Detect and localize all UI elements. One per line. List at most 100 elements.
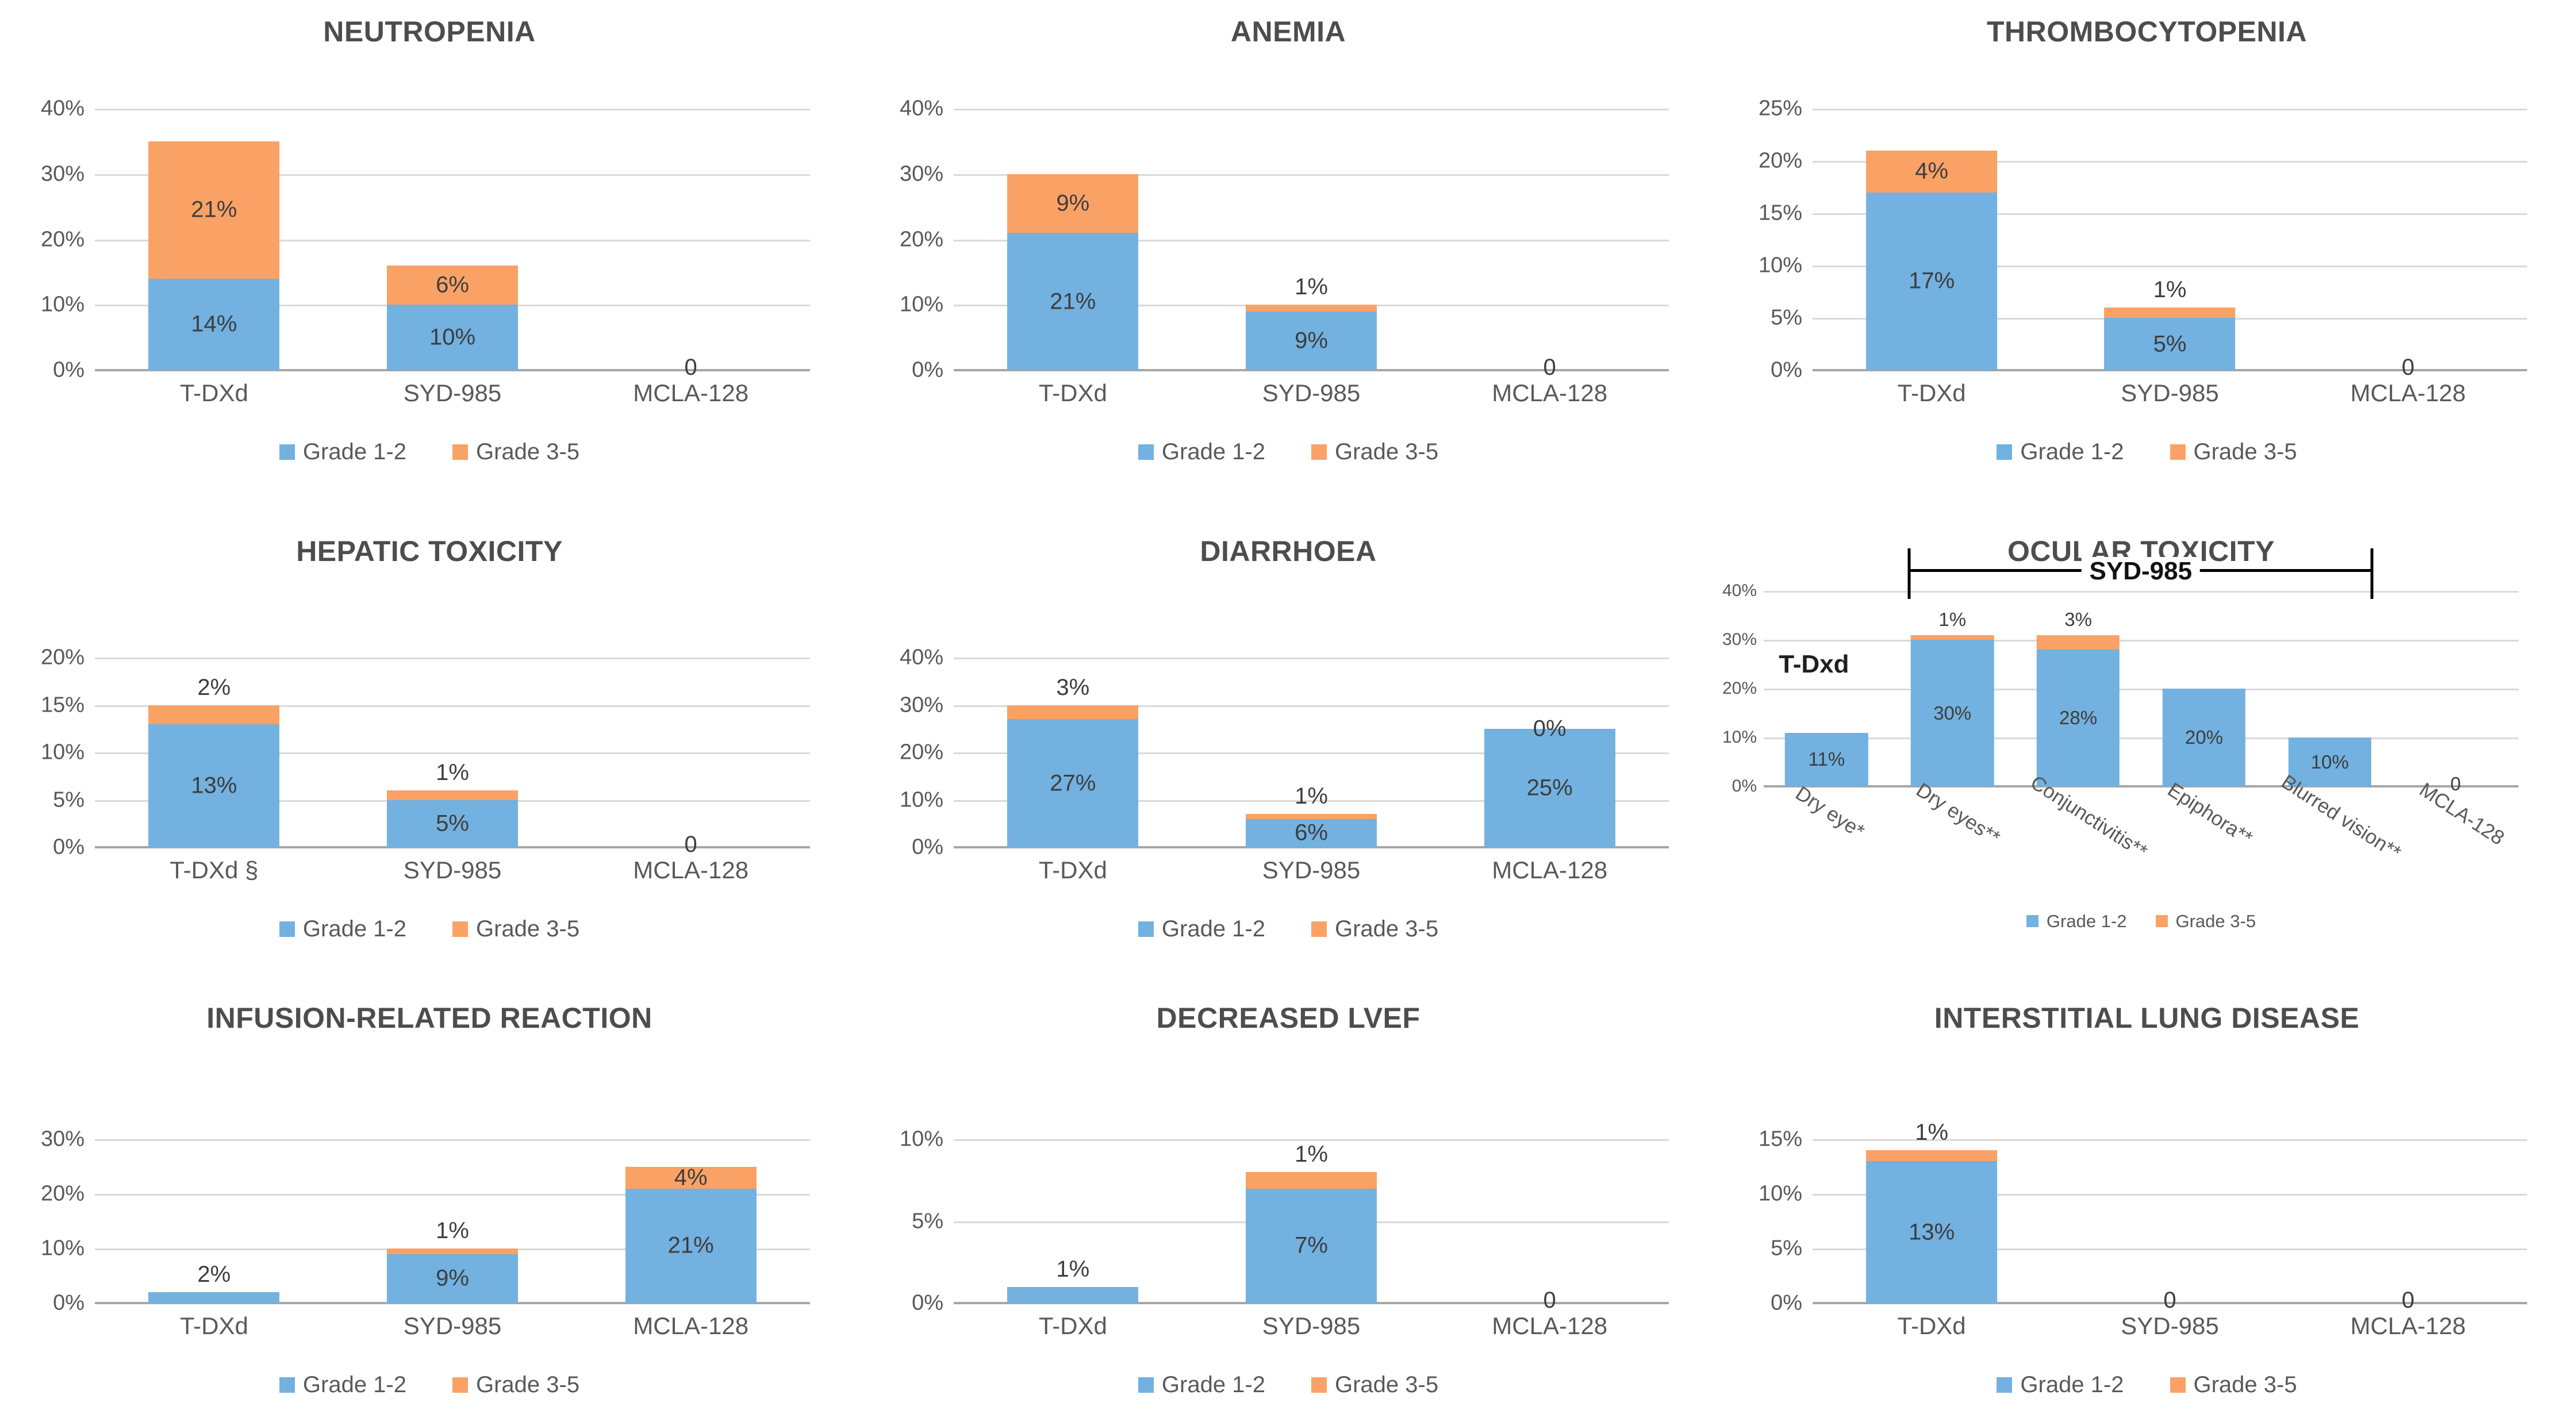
x-axis-line (95, 369, 810, 371)
y-tick-label: 20% (899, 740, 943, 764)
value-label: 4% (1915, 158, 1949, 184)
value-label: 0 (684, 355, 697, 380)
gridline (1764, 689, 2519, 690)
category-label: T-DXd (1038, 379, 1107, 406)
plot-area: 17% 4% 5% 1% 0 (1813, 109, 2527, 380)
y-tick-label: 30% (40, 162, 85, 186)
value-label: 21% (1050, 289, 1096, 314)
y-axis: 10% 5% 0% (876, 1127, 954, 1315)
gridline (1764, 640, 2519, 641)
y-tick-label: 40% (899, 96, 943, 121)
value-label: 9% (436, 1265, 469, 1291)
legend-swatch-grade12 (2026, 915, 2038, 927)
value-label: 10% (2310, 751, 2349, 773)
value-label: 0 (684, 832, 697, 857)
legend-label: Grade 3-5 (1335, 1371, 1439, 1397)
gridline (1764, 591, 2519, 593)
legend-label: Grade 3-5 (476, 1371, 580, 1397)
y-tick-label: 10% (899, 1127, 943, 1151)
bar-slot: 10% (2267, 591, 2393, 786)
bar-slot: 27% 3% (954, 658, 1192, 847)
gridline (95, 1139, 810, 1141)
category-label: MCLA-128 (2350, 1312, 2466, 1339)
category-label: MCLA-128 (2350, 379, 2466, 406)
bar-slot: 7% 1% (1192, 1139, 1431, 1303)
legend-item-grade12: Grade 1-2 (279, 439, 406, 465)
bar-slot: 14% 21% (95, 109, 333, 370)
chart-title: INFUSION-RELATED REACTION (206, 1002, 652, 1034)
grade12-segment (1007, 1286, 1139, 1303)
plot-area: 2% 9% 1% 21% 4% (95, 1139, 810, 1304)
y-tick-label: 20% (40, 645, 85, 670)
legend-item-grade12: Grade 1-2 (1997, 1372, 2124, 1398)
category-label: T-DXd (179, 379, 248, 406)
value-label: 14% (191, 311, 237, 337)
x-axis-line (954, 846, 1669, 848)
gridline (954, 658, 1669, 659)
category-label: Dry eye* (1792, 782, 1903, 843)
grade12-segment (148, 724, 280, 847)
value-label: 0 (2163, 1288, 2176, 1313)
y-tick-label: 0% (53, 358, 85, 382)
value-label: 6% (436, 272, 469, 298)
y-tick-label: 40% (899, 645, 943, 670)
gridline (95, 705, 810, 707)
y-tick-label: 10% (1758, 253, 1802, 278)
value-label: 5% (2153, 331, 2187, 356)
grade12-segment (1484, 728, 1615, 847)
y-tick-label: 25% (1758, 96, 1802, 121)
category-label: SYD-985 (403, 379, 502, 406)
gridline (954, 800, 1669, 802)
value-label: 17% (1909, 268, 1955, 294)
category-label: MCLA-128 (1492, 1312, 1608, 1339)
bar-slot: 9% 1% (333, 1139, 572, 1303)
y-tick-label: 20% (899, 227, 943, 251)
chart-body: 25% 20% 15% 10% 5% 0% 17% 4% 5% 1% 0 (1735, 97, 2559, 382)
bar-slot: 0 (571, 658, 810, 857)
value-label: 4% (674, 1165, 708, 1190)
gridline (95, 109, 810, 110)
bar-slot: 2% (95, 1139, 333, 1303)
category-label: Dry eyes** (1912, 778, 2047, 849)
category-axis: T-DXd § SYD-985 MCLA-128 (95, 856, 810, 906)
legend-swatch-grade35 (452, 444, 468, 460)
legend: Grade 1-2 Grade 3-5 (876, 430, 1700, 474)
legend: Grade 1-2 Grade 3-5 (1735, 430, 2559, 474)
chart-ocular-toxicity: OCULAR TOXICITY 40% 30% 20% 10% 0% 11% 30% 1% 28%… (1718, 477, 2576, 954)
legend-label: Grade 3-5 (476, 439, 580, 464)
y-axis: 40% 30% 20% 10% 0% (876, 97, 954, 382)
legend-swatch-grade35 (452, 1377, 468, 1393)
y-tick-label: 20% (1722, 679, 1757, 698)
legend-swatch-grade12 (279, 1377, 295, 1393)
bar-slot: 0 (2393, 591, 2519, 794)
grade12-segment (1007, 719, 1139, 847)
value-label: 0 (1543, 1288, 1556, 1313)
bar-slot: 28% 3% (2016, 591, 2141, 786)
y-tick-label: 30% (899, 693, 943, 717)
y-tick-label: 0% (1771, 358, 1802, 382)
y-tick-label: 15% (1758, 1127, 1802, 1151)
bar-slot: 5% 1% (2051, 109, 2289, 370)
legend-label: Grade 1-2 (1161, 916, 1265, 942)
legend-label: Grade 3-5 (2193, 1371, 2297, 1397)
bar-slot: 25% 0% (1430, 658, 1669, 847)
bar-slot: 21% 4% (571, 1139, 810, 1303)
category-label: SYD-985 (2121, 1312, 2219, 1339)
value-label: 21% (191, 197, 237, 222)
value-label: 1% (1295, 274, 1328, 300)
gridline (1813, 161, 2527, 163)
value-label: 1% (1295, 783, 1328, 809)
category-label: SYD-985 (1262, 1312, 1361, 1339)
gridline (954, 109, 1669, 110)
grade35-segment (1245, 305, 1377, 312)
legend-item-grade12: Grade 1-2 (1997, 439, 2124, 465)
value-label: 9% (1056, 190, 1090, 216)
legend-label: Grade 3-5 (2175, 910, 2256, 931)
category-label: T-DXd (1897, 379, 1966, 406)
y-tick-label: 0% (53, 1290, 85, 1315)
value-label: 1% (436, 1218, 469, 1244)
grade12-segment (386, 1254, 519, 1303)
chart-interstitial-lung-disease: INTERSTITIAL LUNG DISEASE 15% 10% 5% 0% 13% 1%… (1718, 954, 2576, 1410)
y-tick-label: 0% (912, 835, 943, 859)
chart-body: 40% 30% 20% 10% 0% 27% 3% 6% 1% 25% 0% (876, 646, 1700, 859)
